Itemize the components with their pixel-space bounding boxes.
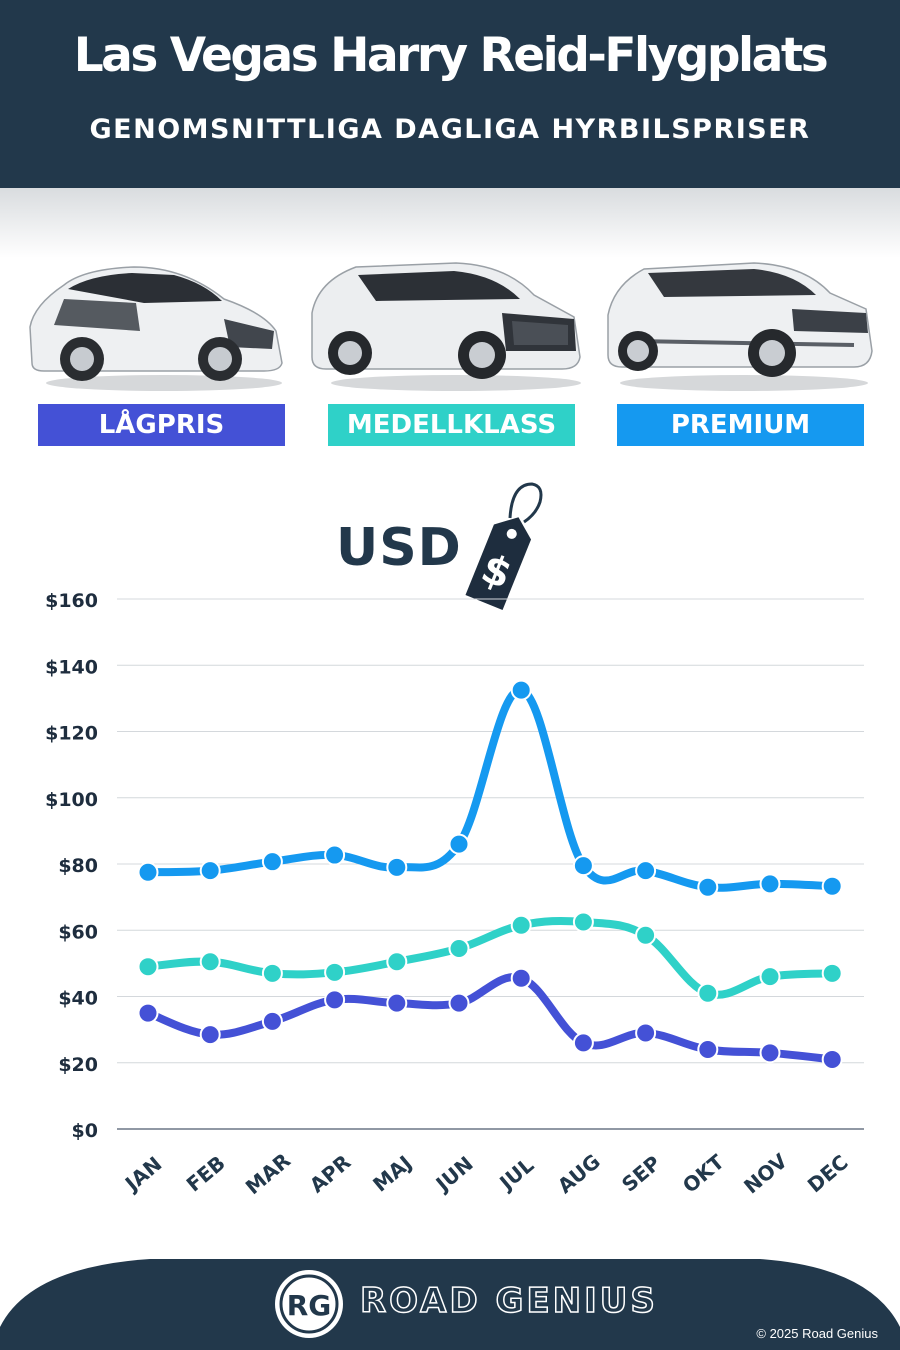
data-point-l-gpris xyxy=(572,1032,594,1054)
data-point-l-gpris xyxy=(386,992,408,1014)
data-point-l-gpris xyxy=(448,992,470,1014)
data-point-medellklass xyxy=(386,951,408,973)
price-line-chart: $0 $20 $40 $60 $80 $100 $120 $140 $160 JAN FEB MAR… xyxy=(45,590,864,1199)
data-point-l-gpris xyxy=(697,1039,719,1060)
x-tick-label: OKT xyxy=(678,1149,729,1197)
chart-gridlines xyxy=(117,598,864,1130)
data-point-l-gpris xyxy=(759,1042,781,1064)
data-point-l-gpris xyxy=(324,989,346,1011)
data-point-premium xyxy=(448,833,470,855)
page-subtitle: GENOMSNITTLIGA DAGLIGA HYRBILSPRISER xyxy=(89,114,811,145)
brand-name: ROAD GENIUS xyxy=(359,1280,658,1322)
x-tick-label: DEC xyxy=(803,1150,853,1197)
category-badge-premium: PREMIUM xyxy=(617,404,864,446)
data-point-medellklass xyxy=(261,962,283,984)
data-point-medellklass xyxy=(821,962,843,984)
data-point-premium xyxy=(261,851,283,873)
x-tick-label: JUL xyxy=(493,1153,538,1196)
y-tick-label: $60 xyxy=(58,921,98,943)
data-point-l-gpris xyxy=(635,1022,657,1044)
data-point-premium xyxy=(137,861,159,883)
x-axis-ticks: JAN FEB MAR APR MAJ JUN JUL AUG SEP OKT NOV DEC xyxy=(119,1148,853,1199)
data-point-medellklass xyxy=(572,911,594,933)
data-point-l-gpris xyxy=(137,1002,159,1024)
x-tick-label: JUN xyxy=(430,1151,478,1197)
x-tick-label: FEB xyxy=(182,1151,230,1197)
data-point-premium xyxy=(324,844,346,866)
x-tick-label: SEP xyxy=(617,1151,665,1197)
data-point-medellklass xyxy=(635,924,657,946)
x-tick-label: AUG xyxy=(553,1149,605,1198)
y-tick-label: $40 xyxy=(58,988,98,1010)
y-tick-label: $120 xyxy=(45,723,98,745)
road-genius-logo: RG xyxy=(275,1270,343,1338)
data-point-l-gpris xyxy=(821,1048,843,1070)
data-point-medellklass xyxy=(510,914,532,936)
y-tick-label: $140 xyxy=(45,656,98,678)
category-badge-budget: LÅGPRIS xyxy=(38,404,285,446)
x-tick-label: APR xyxy=(305,1150,355,1198)
data-point-l-gpris xyxy=(261,1010,283,1032)
data-point-medellklass xyxy=(448,937,470,959)
header: Las Vegas Harry Reid-Flygplats GENOMSNIT… xyxy=(0,0,900,188)
x-tick-label: MAJ xyxy=(368,1151,416,1197)
data-point-premium xyxy=(697,876,719,898)
copyright: © 2025 Road Genius xyxy=(756,1326,878,1341)
category-badge-midsize: MEDELLKLASS xyxy=(328,404,575,446)
y-tick-label: $20 xyxy=(58,1054,98,1076)
price-tag-icon: $ xyxy=(465,482,543,610)
x-tick-label: NOV xyxy=(739,1148,792,1198)
currency-label: USD xyxy=(336,518,462,578)
data-point-medellklass xyxy=(697,982,719,1004)
logo-text: RG xyxy=(287,1289,332,1322)
y-tick-label: $80 xyxy=(58,855,98,877)
data-point-l-gpris xyxy=(199,1024,221,1046)
y-tick-label: $100 xyxy=(45,789,98,811)
y-tick-label: $0 xyxy=(72,1120,98,1142)
page-title: Las Vegas Harry Reid-Flygplats xyxy=(73,28,829,83)
x-tick-label: JAN xyxy=(119,1152,166,1197)
data-point-medellklass xyxy=(759,966,781,988)
y-axis-ticks: $0 $20 $40 $60 $80 $100 $120 $140 $160 xyxy=(45,590,98,1142)
data-point-premium xyxy=(572,855,594,877)
suv-car-icon xyxy=(311,262,581,391)
data-point-medellklass xyxy=(324,961,346,983)
header-shadow xyxy=(0,188,900,258)
footer xyxy=(0,1257,900,1350)
data-point-premium xyxy=(821,875,843,897)
chart-series xyxy=(137,679,843,1070)
data-point-premium xyxy=(759,873,781,895)
data-point-premium xyxy=(386,856,408,878)
data-point-premium xyxy=(635,860,657,882)
data-point-l-gpris xyxy=(510,967,532,989)
data-point-premium xyxy=(199,860,221,882)
y-tick-label: $160 xyxy=(45,590,98,612)
data-point-premium xyxy=(510,679,532,701)
hatchback-car-icon xyxy=(29,266,283,391)
x-tick-label: MAR xyxy=(241,1148,295,1199)
series-line-premium xyxy=(144,686,837,892)
luxury-suv-car-icon xyxy=(607,262,873,391)
data-point-medellklass xyxy=(137,956,159,978)
data-point-medellklass xyxy=(199,951,221,973)
